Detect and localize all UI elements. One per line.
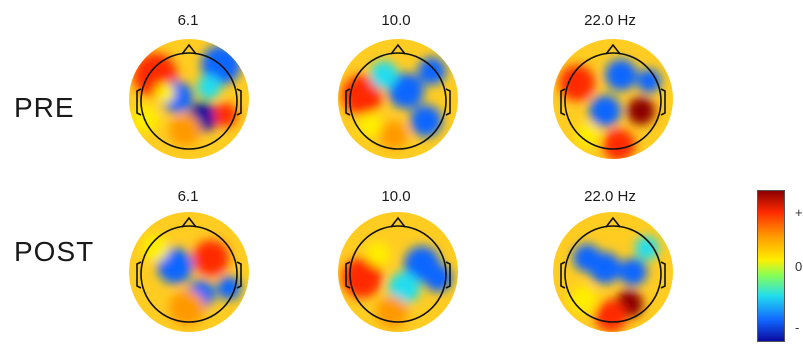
freq-label-pre-2: 10.0 <box>381 12 411 29</box>
color-scale-zero-label: 0 <box>795 259 803 274</box>
row-label-pre: PRE <box>14 92 75 123</box>
topomap-post-10hz <box>334 208 462 336</box>
topomap-post-6hz <box>125 208 253 336</box>
topomap-post-22hz <box>549 208 677 336</box>
color-scale-min-label: - <box>795 320 800 335</box>
color-scale-bar <box>757 190 785 342</box>
topomap-pre-6hz <box>125 35 253 163</box>
freq-label-post-1: 6.1 <box>177 188 199 205</box>
topomap-pre-22hz <box>549 35 677 163</box>
freq-label-post-3: 22.0 Hz <box>584 188 636 205</box>
row-label-post: POST <box>14 236 95 267</box>
freq-label-pre-3: 22.0 Hz <box>584 12 636 29</box>
topomap-pre-10hz <box>334 35 462 163</box>
freq-label-post-2: 10.0 <box>381 188 411 205</box>
color-scale-max-label: + <box>795 205 803 220</box>
freq-label-pre-1: 6.1 <box>177 12 199 29</box>
